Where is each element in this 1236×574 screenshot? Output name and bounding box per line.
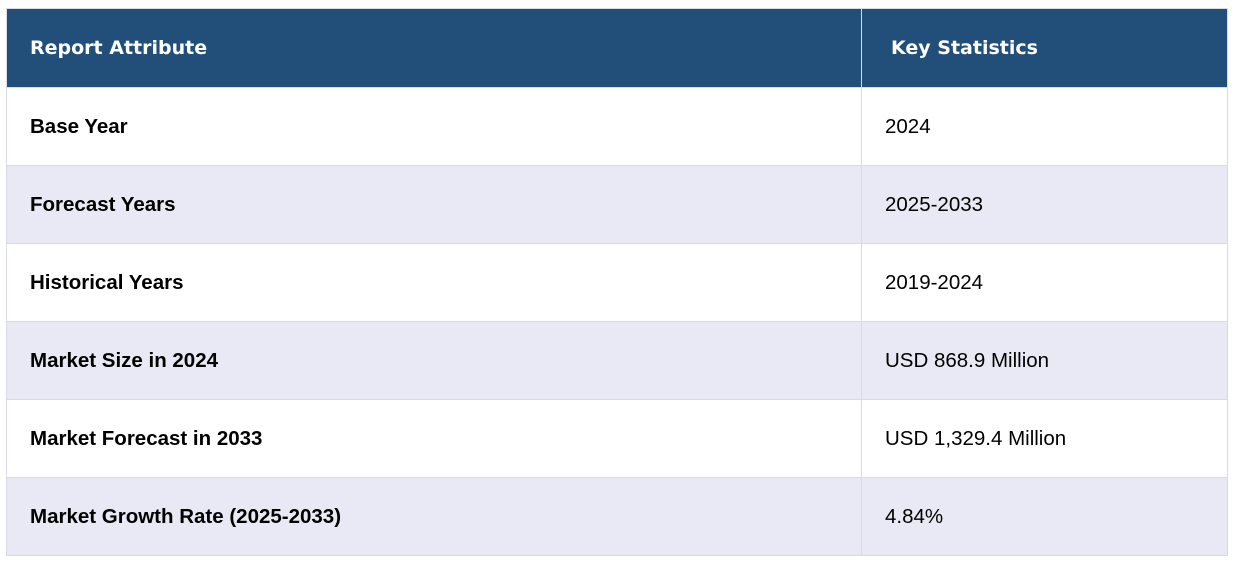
row-attribute-label: Base Year bbox=[6, 87, 862, 166]
row-value: USD 868.9 Million bbox=[861, 321, 1228, 400]
table-row: Market Forecast in 2033 USD 1,329.4 Mill… bbox=[6, 399, 1228, 478]
table-row: Market Growth Rate (2025-2033) 4.84% bbox=[6, 477, 1228, 556]
table-row: Market Size in 2024 USD 868.9 Million bbox=[6, 321, 1228, 400]
report-statistics-table: Report Attribute Key Statistics Base Yea… bbox=[6, 8, 1228, 556]
row-value: 2025-2033 bbox=[861, 165, 1228, 244]
row-attribute-label: Market Forecast in 2033 bbox=[6, 399, 862, 478]
row-attribute-label: Market Size in 2024 bbox=[6, 321, 862, 400]
row-attribute-label: Market Growth Rate (2025-2033) bbox=[6, 477, 862, 556]
row-attribute-label: Forecast Years bbox=[6, 165, 862, 244]
table-row: Historical Years 2019-2024 bbox=[6, 243, 1228, 322]
column-header-report-attribute: Report Attribute bbox=[6, 8, 862, 88]
row-value: 4.84% bbox=[861, 477, 1228, 556]
row-attribute-label: Historical Years bbox=[6, 243, 862, 322]
row-value: 2024 bbox=[861, 87, 1228, 166]
row-value: 2019-2024 bbox=[861, 243, 1228, 322]
table-header-row: Report Attribute Key Statistics bbox=[6, 8, 1228, 88]
column-header-key-statistics: Key Statistics bbox=[861, 8, 1228, 88]
row-value: USD 1,329.4 Million bbox=[861, 399, 1228, 478]
table-row: Forecast Years 2025-2033 bbox=[6, 165, 1228, 244]
table-row: Base Year 2024 bbox=[6, 87, 1228, 166]
